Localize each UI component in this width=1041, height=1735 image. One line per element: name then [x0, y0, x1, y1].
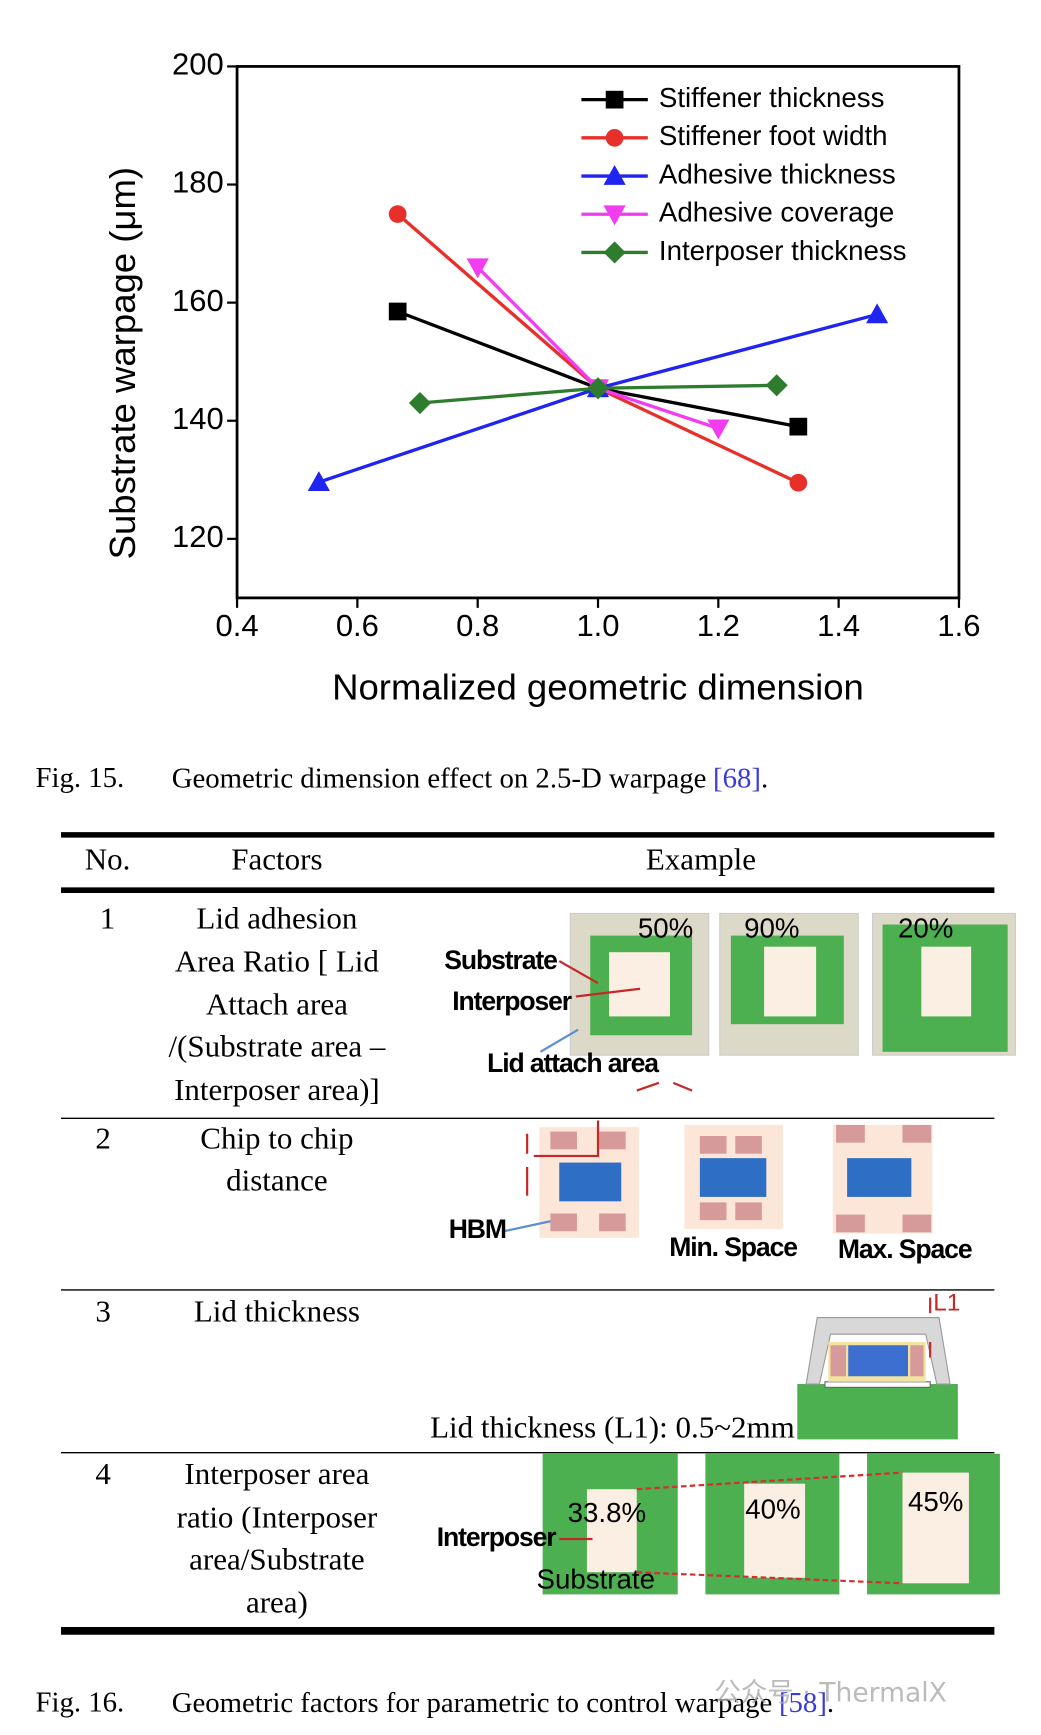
- x-tick-label: 0.6: [336, 608, 379, 643]
- legend-label: Stiffener foot width: [659, 120, 888, 151]
- series-line: [397, 309, 799, 429]
- factor: area): [246, 1585, 308, 1620]
- factor: distance: [226, 1163, 328, 1198]
- factor: Lid thickness: [194, 1293, 360, 1328]
- marker: [789, 473, 808, 492]
- lid-diagram: [797, 1297, 958, 1440]
- y-tick-label: 180: [172, 165, 224, 200]
- x-tick-label: 1.0: [576, 608, 619, 643]
- caption-label: Fig. 16.: [36, 1687, 125, 1719]
- marker: [765, 374, 788, 397]
- factor: Interposer area: [184, 1456, 369, 1491]
- row-no: 1: [100, 900, 116, 935]
- caption-end: .: [827, 1687, 834, 1719]
- y-axis-label: Substrate warpage (μm): [102, 167, 143, 559]
- example-label: Min. Space: [669, 1232, 797, 1262]
- example-label: 33.8%: [568, 1497, 646, 1528]
- marker: [466, 258, 489, 279]
- caption-ref[interactable]: [58]: [779, 1687, 827, 1719]
- row-no: 2: [95, 1121, 111, 1156]
- factor: ratio (Interposer: [177, 1499, 378, 1534]
- caption-body: Geometric factors for parametric to cont…: [172, 1687, 773, 1719]
- row-no: 3: [95, 1293, 111, 1328]
- caption-body: Geometric dimension effect on 2.5-D warp…: [172, 762, 707, 794]
- legend-marker: [603, 205, 626, 226]
- table-rules: [61, 832, 995, 1635]
- example-label: Interposer: [452, 986, 572, 1016]
- legend-label: Adhesive thickness: [659, 158, 896, 189]
- chart: 0.4 0.6 0.8 1.0 1.2 1.4 1.6 120 140 160 180 200 Norm…: [102, 47, 981, 708]
- x-tick-label: 1.4: [817, 608, 860, 643]
- y-tick-label: 120: [172, 519, 224, 554]
- marker: [866, 303, 889, 324]
- example-label: Lid attach area: [487, 1048, 659, 1078]
- example-label: Max. Space: [838, 1234, 972, 1264]
- marker: [388, 205, 407, 223]
- example-label: 50%: [638, 912, 693, 943]
- example-label: Lid thickness (L1): 0.5~2mm: [430, 1410, 795, 1445]
- marker: [707, 419, 730, 440]
- factor: Area Ratio [ Lid: [175, 943, 380, 978]
- factor: Attach area: [206, 987, 348, 1022]
- lid-area-diagram: [539, 912, 1016, 1092]
- example-label: L1: [933, 1290, 960, 1317]
- y-tick-label: 140: [172, 401, 224, 436]
- caption-label: Fig. 15.: [36, 762, 125, 794]
- x-tick-label: 1.6: [937, 608, 980, 643]
- factor: Interposer area)]: [174, 1072, 380, 1107]
- legend-marker: [605, 90, 624, 109]
- caption-text: Geometric factors for parametric to cont…: [172, 1687, 834, 1719]
- example-label: 45%: [908, 1486, 963, 1517]
- x-tick-label: 0.4: [215, 608, 258, 643]
- example-label: 90%: [744, 912, 799, 943]
- y-tick-label: 160: [172, 283, 224, 318]
- legend-label: Interposer thickness: [659, 235, 907, 266]
- header: No.: [85, 842, 131, 877]
- example-label: Substrate: [444, 945, 557, 975]
- caption-end: .: [761, 762, 768, 794]
- factor: Lid adhesion: [196, 900, 357, 935]
- x-tick-label: 0.8: [456, 608, 499, 643]
- example-label: HBM: [449, 1214, 506, 1244]
- example-label: 20%: [898, 912, 953, 943]
- marker: [586, 377, 610, 400]
- example-label: Substrate: [537, 1563, 655, 1594]
- legend-marker: [603, 164, 626, 185]
- legend-label: Adhesive coverage: [659, 197, 894, 228]
- factor: area/Substrate: [189, 1541, 365, 1576]
- marker: [388, 302, 407, 321]
- marker: [789, 417, 808, 436]
- interposer-ratio-diagram: [542, 1453, 1000, 1595]
- caption-ref[interactable]: [68]: [713, 762, 761, 794]
- factor: Chip to chip: [200, 1121, 353, 1156]
- marker: [408, 391, 432, 415]
- marker: [307, 471, 330, 492]
- factor: /(Substrate area –: [168, 1029, 385, 1064]
- example-label: 40%: [745, 1494, 800, 1525]
- x-axis-label: Normalized geometric dimension: [332, 666, 864, 707]
- chip-distance-diagram: [503, 1120, 933, 1238]
- watermark: 公众号 · ThermalX: [714, 1678, 947, 1709]
- example-label: Interposer: [437, 1522, 557, 1552]
- caption-text: Geometric dimension effect on 2.5-D warp…: [172, 762, 768, 794]
- legend-marker: [605, 128, 624, 147]
- legend-marker: [603, 241, 626, 264]
- header: Example: [646, 842, 756, 877]
- row-no: 4: [95, 1456, 111, 1491]
- y-tick-label: 200: [172, 47, 224, 82]
- legend-label: Stiffener thickness: [659, 82, 885, 113]
- header: Factors: [231, 842, 322, 877]
- x-tick-label: 1.2: [697, 608, 740, 643]
